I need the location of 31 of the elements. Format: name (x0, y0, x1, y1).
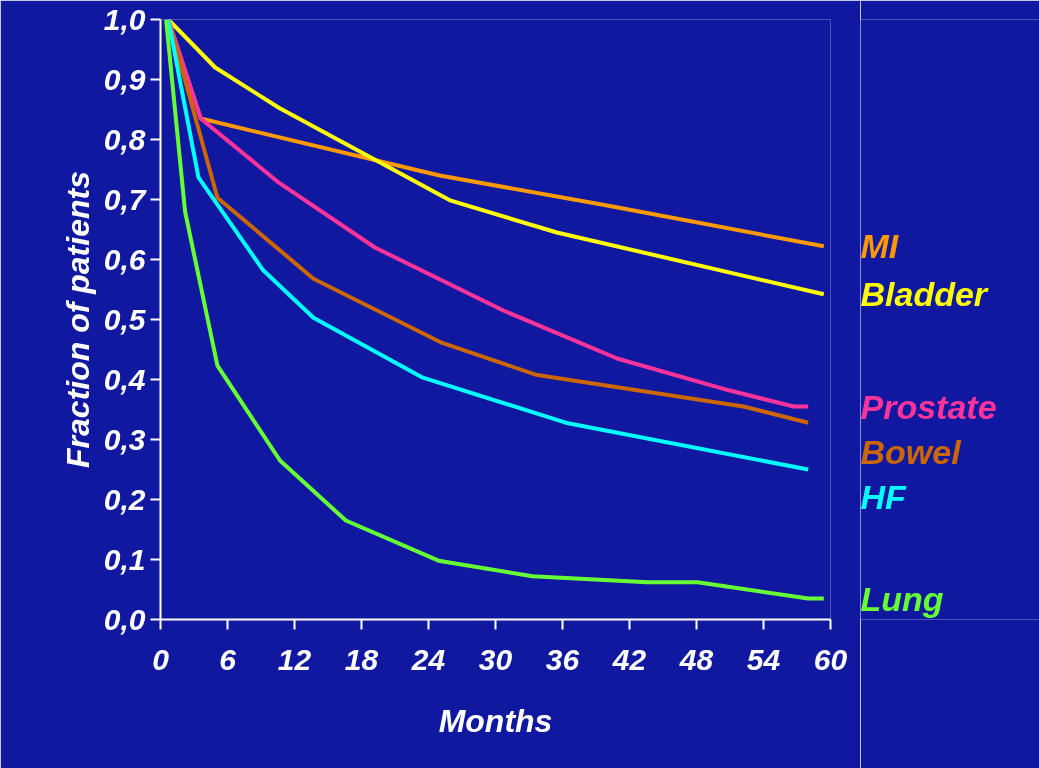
series-label: Lung (860, 579, 944, 618)
y-tick-label: 0,3 (103, 422, 146, 456)
y-tick-label: 0,8 (103, 122, 146, 156)
x-tick-label: 24 (410, 642, 446, 676)
x-axis-title: Months (438, 702, 553, 739)
x-tick-label: 60 (813, 642, 848, 676)
x-tick-label: 0 (152, 642, 170, 676)
x-tick-label: 42 (611, 642, 647, 676)
series-label: Prostate (860, 387, 997, 426)
y-tick-label: 0,6 (103, 242, 146, 276)
x-tick-label: 36 (545, 642, 580, 676)
x-tick-label: 12 (277, 642, 312, 676)
y-tick-label: 0,0 (103, 602, 146, 636)
x-tick-label: 48 (678, 642, 714, 676)
line-series (164, 19, 826, 601)
y-tick-label: 0,4 (103, 362, 146, 396)
series-label: HF (860, 477, 908, 516)
x-tick-label: 54 (746, 642, 781, 676)
y-tick-label: 0,1 (103, 542, 146, 576)
y-tick-label: 1,0 (103, 2, 146, 36)
y-tick-label: 0,2 (103, 482, 146, 516)
series-label: Bladder (860, 275, 989, 314)
y-axis-title: Fraction of patients (59, 171, 96, 468)
y-tick-label: 0,7 (103, 182, 147, 216)
x-tick-label: 6 (219, 642, 237, 676)
series-label: Bowel (860, 432, 963, 471)
y-tick-label: 0,9 (103, 62, 146, 96)
series-label: MI (860, 227, 900, 266)
y-tick-label: 0,5 (103, 302, 147, 336)
x-tick-label: 18 (344, 642, 379, 676)
x-tick-label: 30 (478, 642, 513, 676)
